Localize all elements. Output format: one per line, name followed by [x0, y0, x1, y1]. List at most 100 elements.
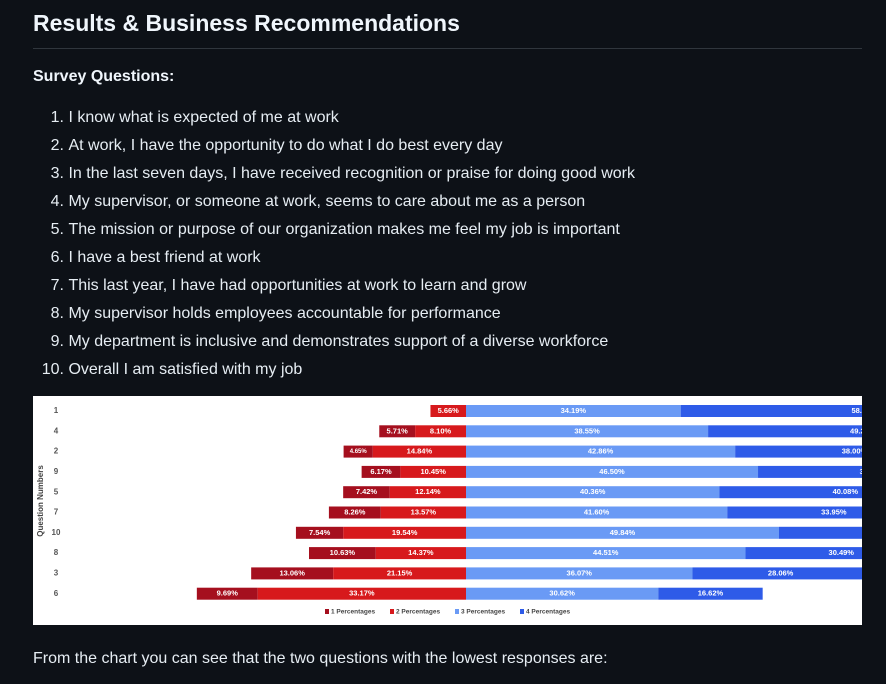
data-label: 12.14%	[415, 487, 441, 496]
bar-segment-1	[361, 465, 401, 478]
data-label: 36.07%	[567, 568, 593, 577]
y-tick-label: 1	[54, 406, 59, 415]
bar-segment-1	[343, 486, 390, 499]
data-label: 14.84%	[407, 447, 433, 456]
bar-segment-4	[708, 425, 862, 438]
bar-segment-1	[251, 567, 334, 580]
bar-segment-4	[735, 445, 862, 458]
bar-segment-1	[196, 587, 258, 600]
legend-label: 2 Percentages	[396, 609, 440, 616]
data-label: 40.08%	[833, 487, 859, 496]
data-label: 7.42%	[356, 487, 378, 496]
bar-segment-1	[379, 425, 416, 438]
chart-summary-text: From the chart you can see that the two …	[33, 650, 608, 667]
bar-segment-3	[466, 486, 720, 499]
data-label: 49.84%	[610, 528, 636, 537]
data-label: 58.43%	[851, 406, 862, 415]
bar-segment-4	[758, 465, 862, 478]
bar-segment-4	[658, 587, 763, 600]
bar-segment-3	[466, 405, 681, 417]
data-label: 28.06%	[768, 568, 794, 577]
bar-segment-2	[415, 425, 466, 438]
data-label: 9.69%	[217, 589, 239, 598]
bar-segment-4	[680, 405, 862, 417]
data-label: 44.51%	[593, 548, 619, 557]
data-label: 33.17%	[349, 589, 375, 598]
bar-segment-3	[466, 506, 728, 519]
data-label: 8.10%	[430, 426, 452, 435]
bar-segment-2	[372, 445, 466, 458]
bar-segment-2	[343, 526, 466, 539]
data-label: 30.62%	[549, 589, 575, 598]
data-label: 5.71%	[387, 426, 409, 435]
bar-segment-4	[745, 547, 862, 560]
data-label: 10.45%	[420, 467, 446, 476]
data-label: 21.15%	[387, 568, 413, 577]
legend-label: 3 Percentages	[461, 609, 505, 616]
data-label: 5.66%	[438, 406, 460, 415]
data-label: 13.06%	[279, 568, 305, 577]
survey-question-list: 1. I know what is expected of me at work…	[33, 104, 635, 384]
bar-segment-4	[727, 506, 862, 519]
list-item: 8. My supervisor holds employees account…	[50, 305, 501, 322]
bar-segment-1	[343, 445, 373, 458]
data-label: 46.50%	[599, 467, 625, 476]
list-item: 4. My supervisor, or someone at work, se…	[50, 193, 586, 210]
bar-segment-2	[389, 486, 466, 499]
list-item: 10. Overall I am satisfied with my job	[41, 361, 303, 378]
list-item: 2. At work, I have the opportunity to do…	[50, 137, 503, 154]
data-label: 30.49%	[829, 548, 855, 557]
bar-segment-3	[466, 587, 659, 600]
survey-questions-label: Survey Questions:	[33, 68, 175, 85]
y-tick-label: 2	[54, 447, 59, 456]
bar-segment-3	[466, 425, 709, 438]
data-label: 16.62%	[698, 589, 724, 598]
list-item: 7. This last year, I have had opportunit…	[50, 277, 527, 294]
bar-segment-2	[333, 567, 466, 580]
legend-swatch	[520, 609, 524, 614]
bar-segment-1	[295, 526, 344, 539]
bar-segment-4	[692, 567, 862, 580]
bar-segment-4	[778, 526, 862, 539]
bar-segment-2	[380, 506, 466, 519]
data-label: 49.26%	[850, 426, 862, 435]
y-tick-label: 8	[54, 548, 59, 557]
data-label: 38.00%	[842, 447, 862, 456]
y-tick-label: 10	[52, 528, 61, 537]
list-item: 3. In the last seven days, I have receiv…	[50, 165, 635, 182]
data-label: 7.54%	[309, 528, 331, 537]
y-axis-title: Question Numbers	[36, 465, 45, 537]
y-tick-label: 4	[54, 426, 59, 435]
y-tick-label: 7	[54, 508, 59, 517]
y-tick-label: 6	[54, 589, 59, 598]
legend-swatch	[325, 609, 329, 614]
bar-segment-3	[466, 465, 759, 478]
bar-segment-3	[466, 567, 693, 580]
data-label: 38.55%	[574, 426, 600, 435]
bar-segment-2	[257, 587, 466, 600]
data-label: 41.60%	[584, 507, 610, 516]
bar-segment-1	[309, 547, 376, 560]
page-title: Results & Business Recommendations	[33, 10, 460, 36]
data-label: 6.17%	[370, 467, 392, 476]
data-label: 33.95%	[821, 507, 847, 516]
data-label: 8.26%	[344, 507, 366, 516]
bar-segment-3	[466, 445, 736, 458]
data-label: 36.40%	[860, 467, 862, 476]
bar-segment-3	[466, 547, 746, 560]
list-item: 6. I have a best friend at work	[50, 249, 261, 266]
y-tick-label: 5	[54, 487, 59, 496]
y-tick-label: 3	[54, 569, 59, 578]
data-label: 40.36%	[580, 487, 606, 496]
legend-label: 1 Percentages	[331, 609, 375, 616]
data-label: 4.65%	[350, 449, 368, 455]
list-item: 1. I know what is expected of me at work	[50, 109, 339, 126]
legend-label: 4 Percentages	[526, 609, 570, 616]
list-item: 5. The mission or purpose of our organiz…	[50, 221, 620, 238]
data-label: 13.57%	[411, 507, 437, 516]
bar-segment-1	[328, 506, 381, 519]
bar-segment-3	[466, 526, 779, 539]
data-label: 34.19%	[561, 406, 587, 415]
data-label: 42.86%	[588, 447, 614, 456]
legend-swatch	[455, 609, 459, 614]
